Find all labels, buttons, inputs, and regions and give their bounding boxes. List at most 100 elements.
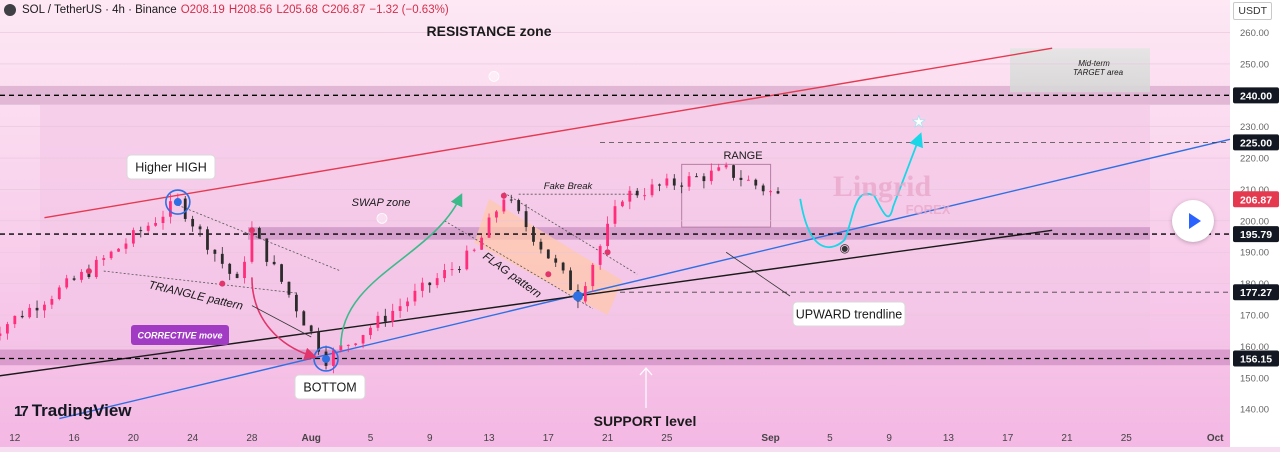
fake-break-label: Fake Break xyxy=(544,181,594,192)
candle-body xyxy=(43,304,46,311)
candle-body xyxy=(361,335,365,344)
upward-trendline xyxy=(59,138,1231,420)
candle-body xyxy=(0,333,2,336)
y-tick-label: 190.00 xyxy=(1240,248,1269,259)
price-label: 177.27 xyxy=(1240,287,1272,299)
candle-body xyxy=(672,178,676,186)
candle-body xyxy=(220,253,224,264)
target-star-icon: ★ xyxy=(912,114,926,131)
candle-body xyxy=(309,325,313,332)
candle-body xyxy=(139,230,143,232)
candle-body xyxy=(6,324,9,334)
candle-body xyxy=(13,315,17,325)
resistance-zone-label: RESISTANCE zone xyxy=(427,23,552,39)
x-tick-label: 12 xyxy=(9,433,21,444)
candle-body xyxy=(302,311,306,326)
x-tick-label: Aug xyxy=(301,433,320,444)
replay-play-button[interactable] xyxy=(1172,200,1214,242)
corrective-badge-label: CORRECTIVE move xyxy=(137,331,222,341)
candle-body xyxy=(561,262,565,271)
x-tick-label: 17 xyxy=(543,433,555,444)
candle-body xyxy=(287,281,291,295)
support-marker-arrow-icon xyxy=(639,367,653,376)
bottom-box xyxy=(294,374,366,400)
price-label-box xyxy=(1233,134,1279,151)
triangle-lower-boundary xyxy=(103,270,297,294)
candle-body xyxy=(250,228,254,262)
candle-body xyxy=(198,226,202,230)
candle-body xyxy=(398,306,402,311)
x-tick-label: Oct xyxy=(1207,433,1224,444)
candle-body xyxy=(754,179,758,186)
candle-body xyxy=(354,343,358,345)
candle-body xyxy=(769,191,773,193)
candle-body xyxy=(413,290,417,302)
candle-body xyxy=(265,238,269,262)
candle-body xyxy=(383,315,387,322)
candle-body xyxy=(235,273,239,279)
candle-body xyxy=(28,307,32,318)
candle-body xyxy=(332,350,335,366)
x-tick-label: 21 xyxy=(602,433,614,444)
candle-body xyxy=(154,223,158,226)
y-tick-label: 140.00 xyxy=(1240,405,1269,416)
candle-body xyxy=(131,230,135,244)
candle-body xyxy=(243,261,246,279)
ohlc-low: L205.68 xyxy=(276,4,318,16)
candle-body xyxy=(761,185,765,192)
x-tick-label: 13 xyxy=(943,433,955,444)
candle-body xyxy=(35,307,39,311)
candle-body xyxy=(680,185,684,187)
candle-body xyxy=(717,167,721,171)
y-tick-label: 260.00 xyxy=(1240,28,1269,39)
candle-body xyxy=(428,282,432,286)
swap-zone-label: SWAP zone xyxy=(352,197,411,209)
higher-high-box xyxy=(126,154,216,180)
candle-body xyxy=(695,176,698,178)
candle-body xyxy=(724,165,728,168)
candle-body xyxy=(57,287,61,300)
candle-body xyxy=(87,271,91,278)
candle-body xyxy=(583,286,587,302)
pivot-dot xyxy=(500,192,507,199)
trendline-pointer xyxy=(725,251,791,297)
currency-selector[interactable]: USDT xyxy=(1233,2,1272,20)
pivot-dot xyxy=(604,249,611,256)
price-label-box xyxy=(1233,284,1279,301)
candle-body xyxy=(369,327,372,336)
candle-body xyxy=(191,218,195,227)
candle-body xyxy=(502,199,506,212)
candle-body xyxy=(621,201,624,207)
candle-body xyxy=(280,264,283,282)
candle-body xyxy=(554,258,558,263)
candle-body xyxy=(346,344,350,346)
candle-body xyxy=(532,227,535,242)
candle-body xyxy=(117,248,120,252)
x-tick-label: Sep xyxy=(761,433,779,444)
candle-body xyxy=(472,249,476,251)
target-area-label-1: Mid-term xyxy=(1078,59,1110,68)
price-label-box xyxy=(1233,87,1279,104)
candle-body xyxy=(272,261,276,265)
candle-body xyxy=(376,315,380,328)
candle-body xyxy=(146,225,150,231)
symbol-title[interactable]: SOL / TetherUS · 4h · Binance xyxy=(22,4,177,16)
candle-body xyxy=(102,258,106,260)
eye-icon: ◉ xyxy=(839,241,849,255)
candle-body xyxy=(435,278,439,286)
candle-body xyxy=(591,264,595,287)
candle-body xyxy=(480,237,484,250)
y-tick-label: 250.00 xyxy=(1240,59,1269,70)
target-area-label-2: TARGET area xyxy=(1073,68,1124,77)
candle-body xyxy=(702,176,706,182)
flag-low-dot xyxy=(572,291,583,302)
x-tick-label: 5 xyxy=(368,433,374,444)
resistance-marker-icon: ◍ xyxy=(488,67,500,83)
candle-body xyxy=(709,170,713,182)
y-tick-label: 170.00 xyxy=(1240,311,1269,322)
y-tick-label: 160.00 xyxy=(1240,342,1269,353)
candle-body xyxy=(517,200,521,212)
x-tick-label: 17 xyxy=(1002,433,1014,444)
candle-body xyxy=(20,315,24,318)
candle-body xyxy=(94,259,98,278)
